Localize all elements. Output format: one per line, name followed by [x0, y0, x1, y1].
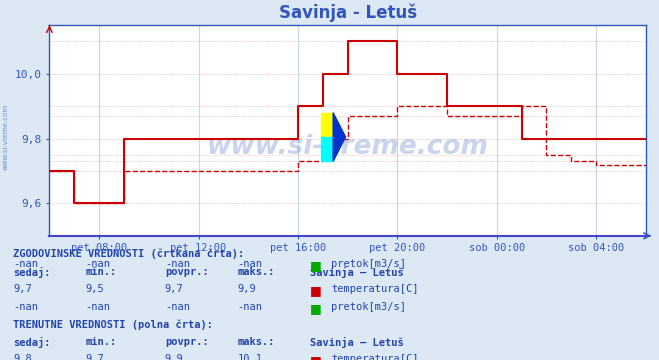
Text: 9,9: 9,9: [237, 284, 256, 294]
Text: maks.:: maks.:: [237, 337, 275, 347]
Text: -nan: -nan: [86, 302, 111, 312]
Text: www.si-vreme.com: www.si-vreme.com: [207, 134, 488, 160]
Text: ■: ■: [310, 354, 322, 360]
Text: -nan: -nan: [13, 302, 38, 312]
Polygon shape: [333, 113, 345, 161]
Text: pretok[m3/s]: pretok[m3/s]: [331, 259, 407, 269]
Text: 10,1: 10,1: [237, 354, 262, 360]
Text: ZGODOVINSKE VREDNOSTI (črtkana črta):: ZGODOVINSKE VREDNOSTI (črtkana črta):: [13, 248, 244, 259]
Text: sedaj:: sedaj:: [13, 267, 51, 278]
Text: ■: ■: [310, 259, 322, 272]
Text: -nan: -nan: [237, 302, 262, 312]
Text: sedaj:: sedaj:: [13, 337, 51, 348]
Text: TRENUTNE VREDNOSTI (polna črta):: TRENUTNE VREDNOSTI (polna črta):: [13, 319, 213, 330]
Text: Savinja – Letuš: Savinja – Letuš: [310, 267, 403, 278]
Text: 9,7: 9,7: [13, 284, 32, 294]
Text: www.si-vreme.com: www.si-vreme.com: [2, 104, 9, 170]
Text: 9,8: 9,8: [13, 354, 32, 360]
Text: -nan: -nan: [237, 259, 262, 269]
Text: -nan: -nan: [165, 302, 190, 312]
Text: temperatura[C]: temperatura[C]: [331, 354, 419, 360]
Polygon shape: [321, 113, 333, 137]
Text: 9,7: 9,7: [165, 284, 183, 294]
Text: 9,7: 9,7: [86, 354, 104, 360]
Text: pretok[m3/s]: pretok[m3/s]: [331, 302, 407, 312]
Text: -nan: -nan: [13, 259, 38, 269]
Text: povpr.:: povpr.:: [165, 337, 208, 347]
Title: Savinja - Letuš: Savinja - Letuš: [279, 4, 416, 22]
Text: 9,9: 9,9: [165, 354, 183, 360]
Text: povpr.:: povpr.:: [165, 267, 208, 277]
Polygon shape: [321, 137, 333, 161]
Text: -nan: -nan: [165, 259, 190, 269]
Text: ■: ■: [310, 302, 322, 315]
Text: ■: ■: [310, 284, 322, 297]
Text: min.:: min.:: [86, 337, 117, 347]
Text: temperatura[C]: temperatura[C]: [331, 284, 419, 294]
Text: 9,5: 9,5: [86, 284, 104, 294]
Text: maks.:: maks.:: [237, 267, 275, 277]
Text: min.:: min.:: [86, 267, 117, 277]
Text: -nan: -nan: [86, 259, 111, 269]
Text: Savinja – Letuš: Savinja – Letuš: [310, 337, 403, 348]
